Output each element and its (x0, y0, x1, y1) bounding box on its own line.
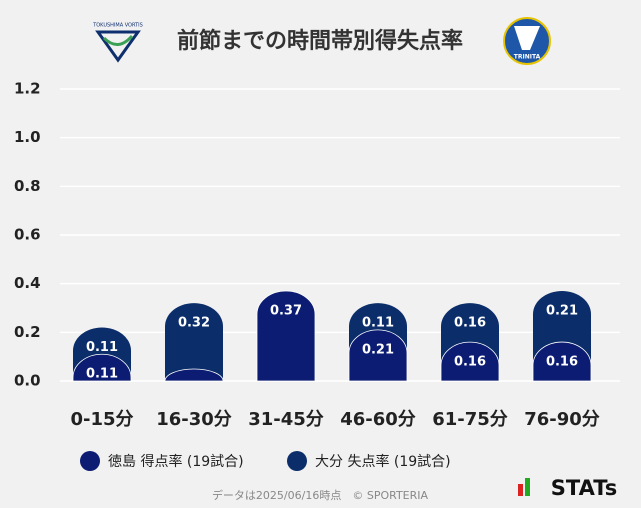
y-tick-label: 0.4 (14, 274, 41, 292)
y-tick-label: 0.8 (14, 177, 41, 195)
logo-text: TRINITA (514, 54, 541, 61)
brand: STATs (551, 476, 617, 500)
logo-text: TOKUSHIMA VORTIS (92, 23, 143, 29)
logo-swoosh (102, 34, 134, 46)
legend-label: 大分 失点率 (19試合) (315, 453, 451, 470)
x-tick-label: 46-60分 (340, 409, 416, 430)
brand-icon (525, 478, 530, 496)
data-label: 0.37 (270, 303, 302, 318)
x-tick-label: 31-45分 (248, 409, 324, 430)
data-label: 0.16 (454, 316, 486, 331)
legend-marker (80, 451, 100, 471)
chart-title: 前節までの時間帯別得失点率 (177, 28, 463, 54)
bar-segment (256, 290, 316, 382)
legend-label: 徳島 得点率 (19試合) (108, 453, 244, 470)
bar-segment (532, 341, 592, 382)
x-tick-label: 76-90分 (524, 409, 600, 430)
data-label: 0.21 (362, 342, 394, 357)
y-tick-label: 0.6 (14, 226, 41, 244)
data-label: 0.21 (546, 303, 578, 318)
y-tick-label: 0.0 (14, 372, 41, 390)
data-label: 0.32 (178, 316, 210, 331)
data-label: 0.16 (546, 355, 578, 370)
bar-segment (440, 341, 500, 382)
x-tick-label: 0-15分 (70, 409, 133, 430)
left-logo: TOKUSHIMA VORTIS (92, 23, 143, 63)
y-tick-label: 1.0 (14, 128, 41, 146)
bar-segment (72, 353, 132, 382)
legend-marker (287, 451, 307, 471)
logo-shape (95, 30, 141, 63)
plot: 0.0 0.2 0.4 0.6 0.8 1.0 1.2 0.11 0.11 0-15分 0.32 16… (14, 80, 620, 471)
logo-shape (514, 26, 540, 50)
bar-segment (348, 329, 408, 382)
data-label: 0.11 (86, 367, 118, 382)
y-tick-label: 1.2 (14, 80, 41, 98)
right-logo: TRINITA (503, 17, 551, 65)
y-tick-label: 0.2 (14, 323, 41, 341)
footer: データは2025/06/16時点 © SPORTERIA (212, 488, 429, 502)
data-label: 0.11 (86, 340, 118, 355)
x-tick-label: 16-30分 (156, 409, 232, 430)
bar-segment (164, 368, 224, 382)
data-label: 0.11 (362, 316, 394, 331)
data-label: 0.16 (454, 355, 486, 370)
bar-segment (165, 303, 223, 381)
brand-icon (518, 484, 523, 496)
x-tick-label: 61-75分 (432, 409, 508, 430)
